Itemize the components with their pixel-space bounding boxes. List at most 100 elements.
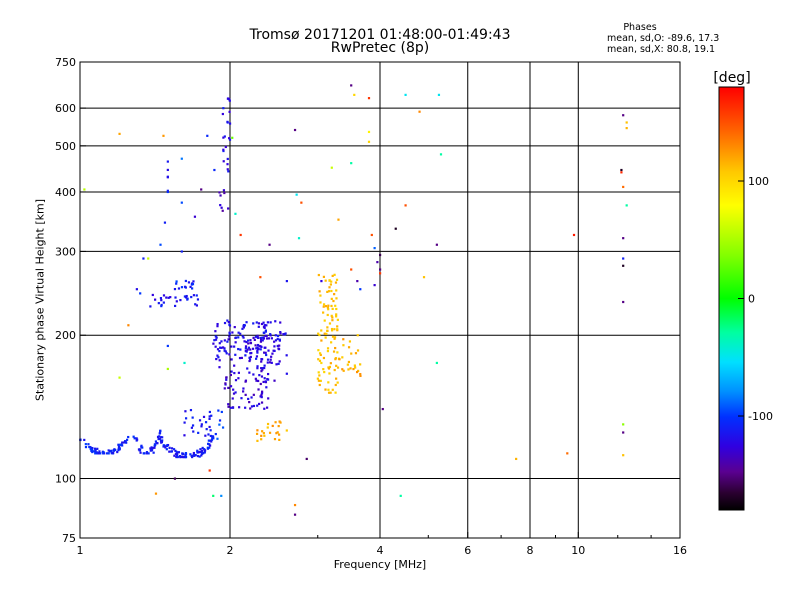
- data-point: [256, 429, 259, 432]
- data-point: [122, 441, 125, 444]
- data-point: [228, 335, 231, 338]
- data-point: [176, 455, 179, 459]
- data-point: [164, 446, 167, 449]
- data-point: [202, 451, 205, 455]
- data-point: [228, 323, 231, 326]
- data-point: [319, 294, 322, 297]
- data-point: [223, 339, 226, 342]
- data-point: [220, 206, 223, 209]
- data-point: [326, 290, 329, 294]
- data-point: [266, 337, 269, 340]
- data-point: [153, 446, 156, 449]
- data-point: [422, 276, 426, 279]
- data-point: [276, 344, 279, 348]
- data-point: [226, 157, 229, 161]
- data-point: [335, 313, 338, 316]
- data-point: [237, 331, 240, 334]
- data-point: [254, 357, 258, 360]
- data-point: [278, 338, 281, 341]
- data-point: [255, 432, 259, 435]
- data-point: [293, 128, 297, 132]
- data-point: [271, 424, 274, 428]
- data-point: [192, 451, 195, 455]
- data-point: [246, 348, 249, 351]
- data-point: [267, 349, 270, 352]
- data-point: [180, 286, 184, 289]
- data-point: [263, 324, 266, 327]
- data-point: [327, 304, 330, 307]
- phase-stats-o-mode: mean, sd,O: -89.6, 17.3: [607, 33, 720, 44]
- data-point: [285, 429, 288, 432]
- data-point: [228, 110, 231, 113]
- data-point: [227, 321, 230, 324]
- data-point: [342, 344, 345, 347]
- data-point: [317, 273, 320, 277]
- data-point: [256, 351, 259, 354]
- data-point: [260, 434, 263, 437]
- data-point: [230, 345, 233, 348]
- data-point: [246, 339, 250, 342]
- data-point: [183, 421, 186, 424]
- data-point: [261, 339, 264, 342]
- data-point: [118, 443, 122, 446]
- data-point: [274, 421, 277, 424]
- data-point: [261, 430, 264, 433]
- data-point: [214, 338, 218, 341]
- data-point: [335, 307, 338, 311]
- data-point: [324, 279, 327, 282]
- data-point: [330, 341, 333, 344]
- data-point: [376, 261, 379, 264]
- y-tick-label: 200: [55, 329, 76, 342]
- x-tick-label: 10: [571, 544, 585, 557]
- data-point: [336, 318, 339, 321]
- data-point: [334, 391, 337, 394]
- data-point: [211, 435, 214, 438]
- data-point: [247, 397, 250, 401]
- data-point: [192, 430, 195, 433]
- data-point: [117, 443, 120, 446]
- data-point: [142, 257, 145, 260]
- data-point: [331, 307, 334, 311]
- data-point: [214, 335, 217, 338]
- data-point: [323, 370, 326, 374]
- data-point: [243, 340, 246, 343]
- data-point: [329, 391, 332, 394]
- data-point: [234, 336, 238, 339]
- data-point: [330, 314, 333, 317]
- data-point: [318, 359, 322, 362]
- data-point: [379, 272, 382, 275]
- data-point: [125, 438, 129, 441]
- data-point: [350, 162, 353, 165]
- data-point: [239, 332, 242, 335]
- data-point: [214, 432, 217, 436]
- data-point: [226, 168, 229, 171]
- data-point: [394, 227, 397, 230]
- data-point: [154, 492, 158, 495]
- data-point: [276, 334, 280, 338]
- data-point: [622, 431, 625, 434]
- data-point: [175, 452, 179, 455]
- data-point: [334, 304, 337, 307]
- data-point: [622, 237, 625, 240]
- data-point: [277, 362, 280, 365]
- data-point: [355, 370, 359, 374]
- data-point: [266, 422, 270, 426]
- data-point: [262, 321, 265, 324]
- data-point: [256, 350, 259, 353]
- data-point: [200, 450, 203, 453]
- data-point: [166, 189, 169, 192]
- data-point: [334, 281, 338, 284]
- data-point: [256, 348, 260, 351]
- data-point: [170, 447, 174, 450]
- data-point: [237, 377, 240, 380]
- data-point: [356, 349, 360, 352]
- data-point: [201, 449, 204, 452]
- data-point: [231, 136, 234, 139]
- data-point: [191, 455, 194, 459]
- data-point: [223, 349, 226, 352]
- data-point: [335, 278, 339, 281]
- data-point: [334, 346, 337, 350]
- data-point: [210, 440, 213, 443]
- data-point: [260, 401, 264, 404]
- data-point: [263, 377, 266, 380]
